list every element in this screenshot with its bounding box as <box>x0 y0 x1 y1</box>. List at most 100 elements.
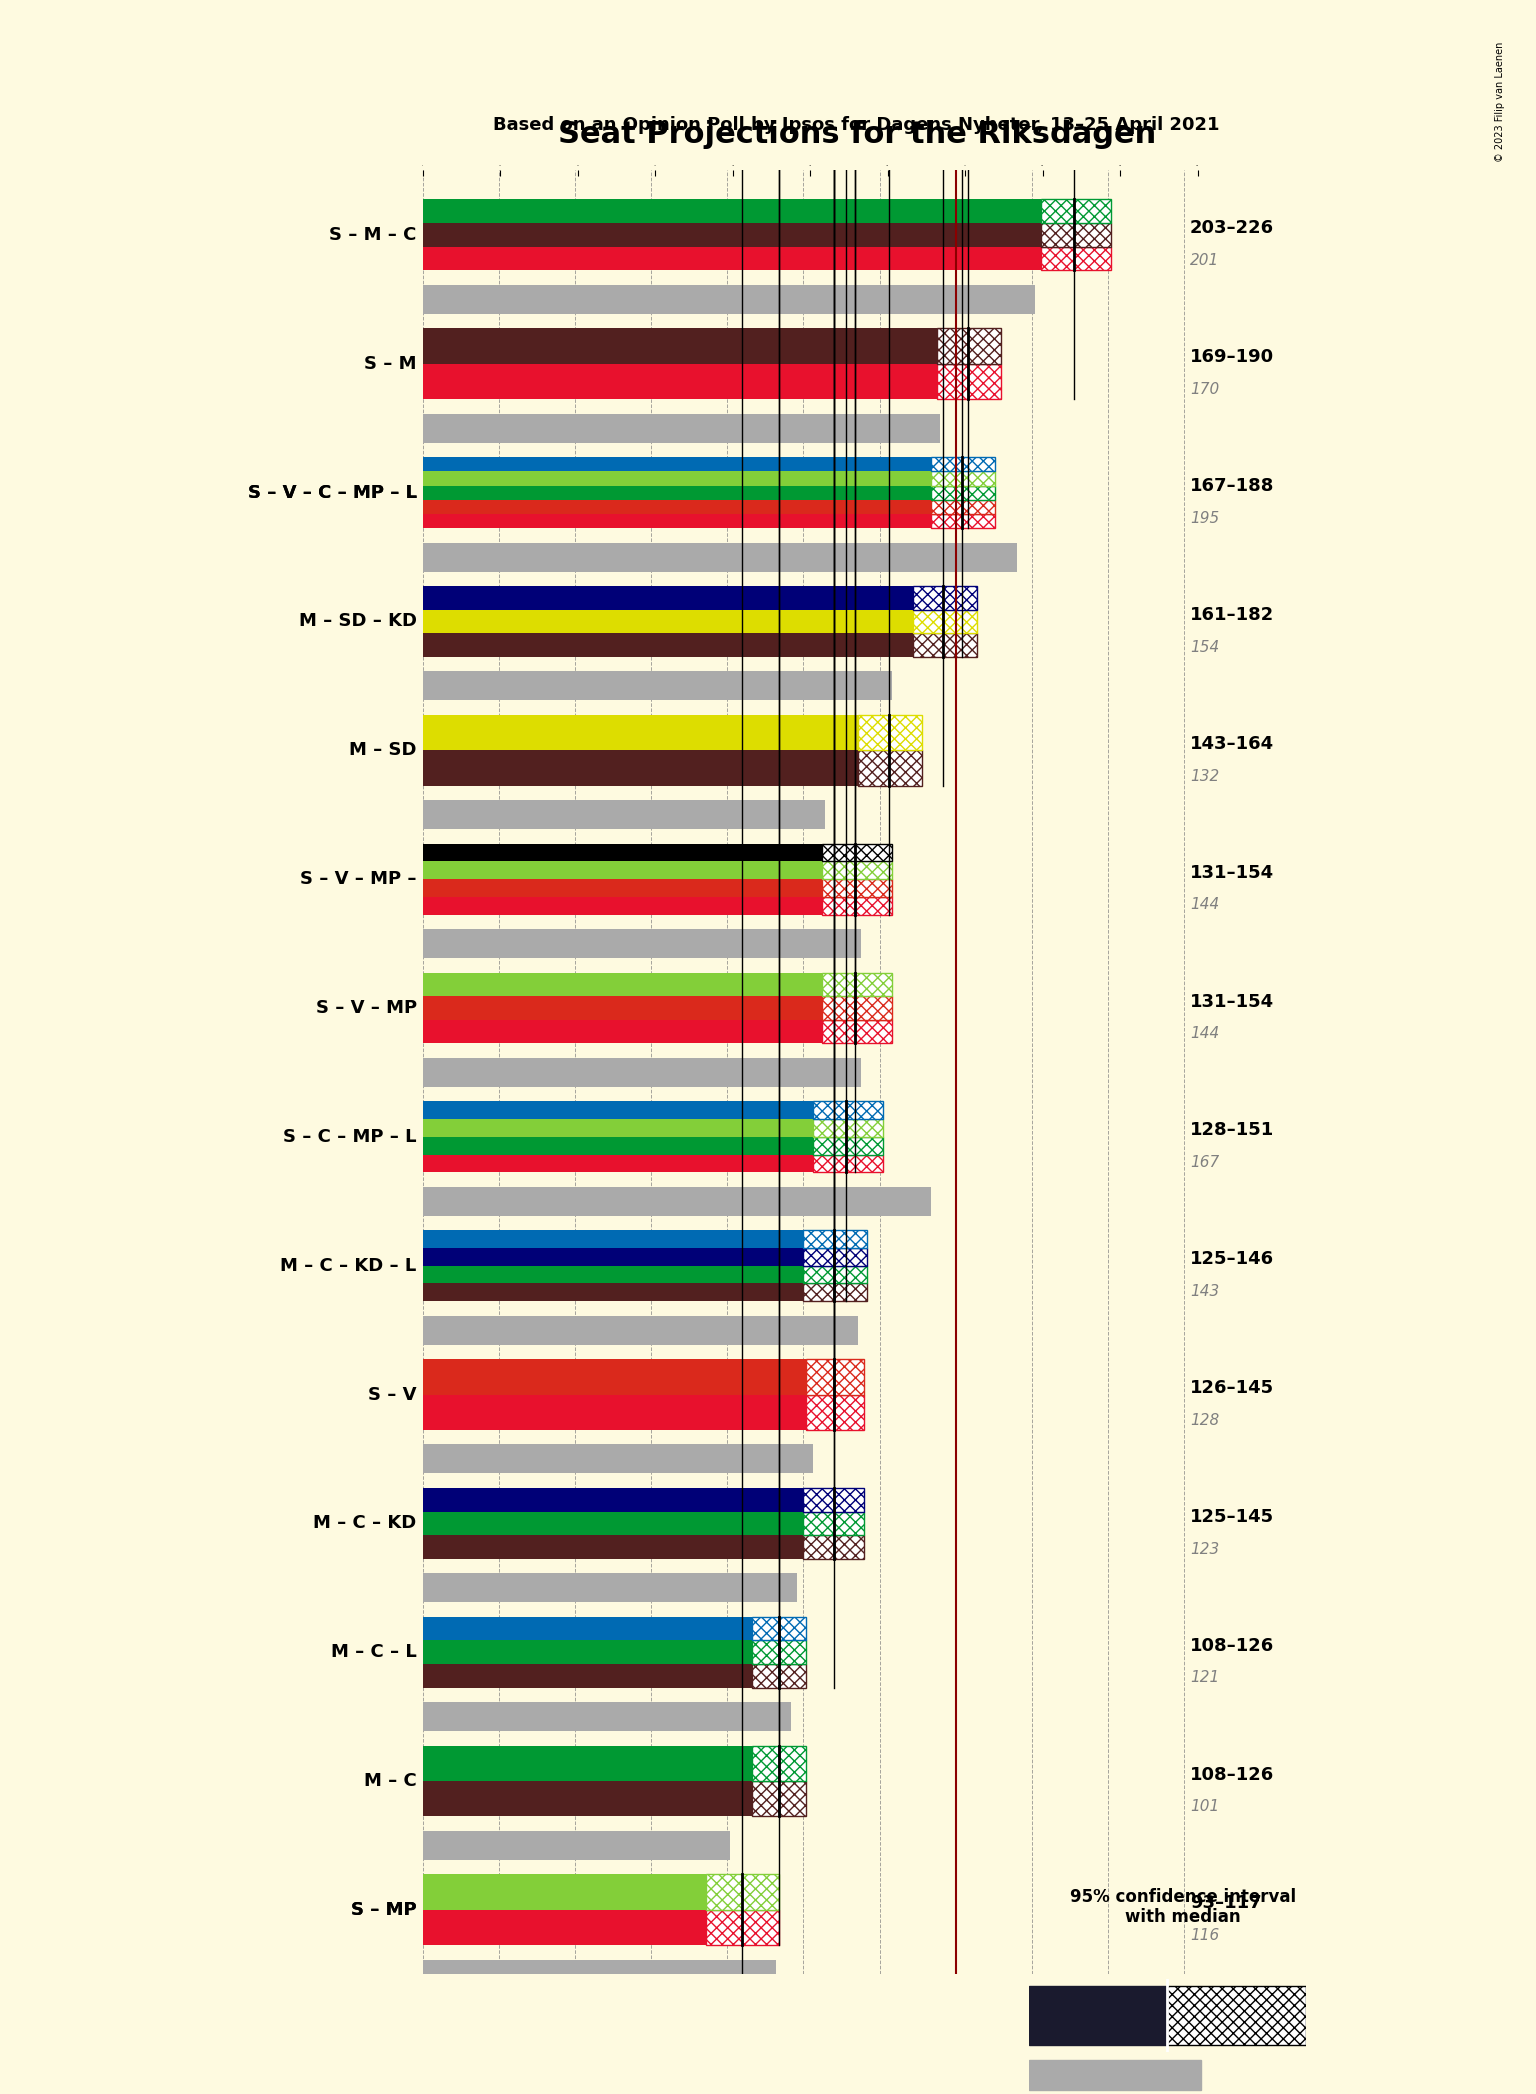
Text: S – V: S – V <box>369 1386 416 1403</box>
Bar <box>751 1640 806 1665</box>
Bar <box>422 1265 803 1284</box>
Text: M – C – L: M – C – L <box>330 1644 416 1661</box>
Bar <box>422 1020 822 1043</box>
Bar <box>803 1265 868 1284</box>
Bar <box>422 1617 751 1640</box>
Text: M – C – KD: M – C – KD <box>313 1514 416 1533</box>
Text: 116: 116 <box>1190 1929 1220 1943</box>
Text: S – V – C – MP – L: S – V – C – MP – L <box>247 484 416 503</box>
Bar <box>822 844 892 861</box>
Bar <box>422 224 1041 247</box>
Text: 95% confidence interval
with median: 95% confidence interval with median <box>1069 1887 1296 1926</box>
Bar <box>422 1445 813 1474</box>
Bar <box>422 1640 751 1665</box>
Bar <box>931 486 995 500</box>
Bar <box>822 997 892 1020</box>
Bar <box>931 500 995 513</box>
Bar <box>422 1746 751 1782</box>
Text: M – C – KD – L: M – C – KD – L <box>281 1256 416 1275</box>
Bar <box>422 1910 707 1945</box>
Text: 131–154: 131–154 <box>1190 993 1275 1011</box>
Text: S – MP: S – MP <box>352 1901 416 1918</box>
Bar <box>422 1535 803 1558</box>
Bar <box>422 285 1035 314</box>
Text: 201: 201 <box>1190 253 1220 268</box>
Bar <box>1041 224 1111 247</box>
Bar <box>912 586 977 609</box>
Bar <box>422 199 1041 224</box>
Bar <box>422 672 892 699</box>
Bar <box>822 896 892 915</box>
Bar <box>422 1573 797 1602</box>
Text: 161–182: 161–182 <box>1190 605 1275 624</box>
Text: Based on an Opinion Poll by Ipsos for Dagens Nyheter, 13–25 April 2021: Based on an Opinion Poll by Ipsos for Da… <box>493 117 1220 134</box>
Text: S – M: S – M <box>364 354 416 373</box>
Text: 169–190: 169–190 <box>1190 348 1275 366</box>
Bar <box>813 1137 883 1154</box>
Bar <box>422 1187 931 1217</box>
Bar <box>422 364 937 400</box>
Text: 154: 154 <box>1190 639 1220 655</box>
Bar <box>422 542 1017 572</box>
Text: 170: 170 <box>1190 381 1220 398</box>
Text: M – SD: M – SD <box>349 741 416 760</box>
Bar <box>751 1782 806 1815</box>
Text: 143–164: 143–164 <box>1190 735 1275 754</box>
Text: S – MP: S – MP <box>352 1901 416 1918</box>
Bar <box>931 513 995 528</box>
Bar <box>707 1874 779 1910</box>
Bar <box>422 1395 806 1430</box>
Text: S – V – MP –: S – V – MP – <box>300 871 416 888</box>
Bar <box>1029 1985 1167 2044</box>
Bar <box>822 879 892 896</box>
Bar <box>803 1535 865 1558</box>
Bar <box>422 972 822 997</box>
Bar <box>751 1746 806 1782</box>
Text: 143: 143 <box>1190 1284 1220 1298</box>
Bar <box>422 247 1041 270</box>
Bar <box>912 609 977 632</box>
Bar <box>422 1512 803 1535</box>
Text: 128: 128 <box>1190 1413 1220 1428</box>
Bar <box>806 1395 865 1430</box>
Bar <box>422 1118 813 1137</box>
Bar <box>422 609 912 632</box>
Bar <box>422 1874 707 1910</box>
Text: 132: 132 <box>1190 768 1220 783</box>
Bar <box>813 1118 883 1137</box>
Bar <box>1029 2060 1201 2090</box>
Bar <box>422 632 912 658</box>
Text: S – V – MP: S – V – MP <box>315 999 416 1018</box>
Bar <box>422 471 931 486</box>
Text: 108–126: 108–126 <box>1190 1638 1275 1654</box>
Text: 167: 167 <box>1190 1156 1220 1171</box>
Bar <box>931 456 995 471</box>
Text: 144: 144 <box>1190 898 1220 913</box>
Text: M – C: M – C <box>364 1772 416 1790</box>
Bar <box>822 861 892 879</box>
Bar <box>422 844 822 861</box>
Text: © 2023 Filip van Laenen: © 2023 Filip van Laenen <box>1495 42 1505 161</box>
Bar <box>822 1020 892 1043</box>
Bar <box>813 1154 883 1173</box>
Bar <box>422 1359 806 1395</box>
Title: Seat Projections for the Riksdagen: Seat Projections for the Riksdagen <box>558 119 1155 149</box>
Bar <box>422 930 862 959</box>
Bar <box>422 997 822 1020</box>
Bar <box>806 1359 865 1395</box>
Bar <box>422 513 931 528</box>
Bar <box>803 1229 868 1248</box>
Bar <box>422 1137 813 1154</box>
Bar <box>422 456 931 471</box>
Bar <box>422 415 940 442</box>
Text: M – SD – KD: M – SD – KD <box>298 611 416 630</box>
Bar <box>422 1057 862 1087</box>
Text: 108–126: 108–126 <box>1190 1765 1275 1784</box>
Bar <box>422 1229 803 1248</box>
Bar <box>803 1512 865 1535</box>
Bar <box>422 1830 730 1859</box>
Bar <box>422 586 912 609</box>
Bar <box>422 1489 803 1512</box>
Bar <box>422 861 822 879</box>
Bar <box>803 1284 868 1300</box>
